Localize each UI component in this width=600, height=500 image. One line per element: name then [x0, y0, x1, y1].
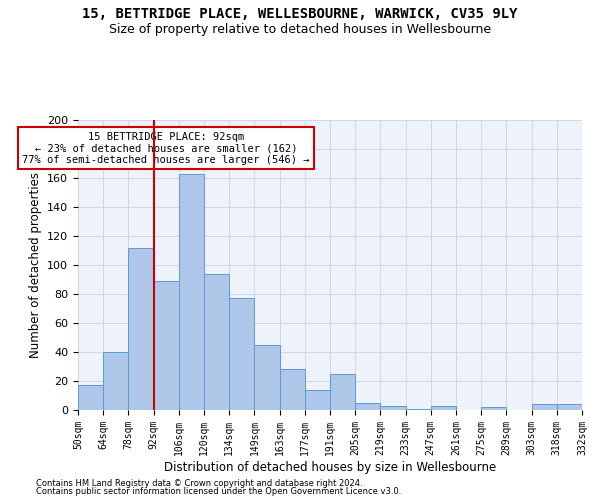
Text: Size of property relative to detached houses in Wellesbourne: Size of property relative to detached ho… [109, 22, 491, 36]
Bar [254, 345, 280, 410]
Bar [481, 407, 506, 410]
Bar [229, 298, 254, 410]
Bar [557, 404, 582, 410]
Bar [431, 406, 456, 410]
Bar [103, 352, 128, 410]
Bar [78, 386, 103, 410]
Text: 15 BETTRIDGE PLACE: 92sqm
← 23% of detached houses are smaller (162)
77% of semi: 15 BETTRIDGE PLACE: 92sqm ← 23% of detac… [22, 132, 310, 165]
Text: Contains HM Land Registry data © Crown copyright and database right 2024.: Contains HM Land Registry data © Crown c… [36, 478, 362, 488]
Bar [128, 248, 154, 410]
Bar [305, 390, 330, 410]
Bar [179, 174, 204, 410]
Text: 15, BETTRIDGE PLACE, WELLESBOURNE, WARWICK, CV35 9LY: 15, BETTRIDGE PLACE, WELLESBOURNE, WARWI… [82, 8, 518, 22]
Bar [355, 403, 380, 410]
Bar [406, 408, 431, 410]
Bar [380, 406, 406, 410]
Bar [154, 281, 179, 410]
Text: Contains public sector information licensed under the Open Government Licence v3: Contains public sector information licen… [36, 487, 401, 496]
Bar [330, 374, 355, 410]
Bar [204, 274, 229, 410]
X-axis label: Distribution of detached houses by size in Wellesbourne: Distribution of detached houses by size … [164, 460, 496, 473]
Y-axis label: Number of detached properties: Number of detached properties [29, 172, 41, 358]
Bar [280, 370, 305, 410]
Bar [532, 404, 557, 410]
